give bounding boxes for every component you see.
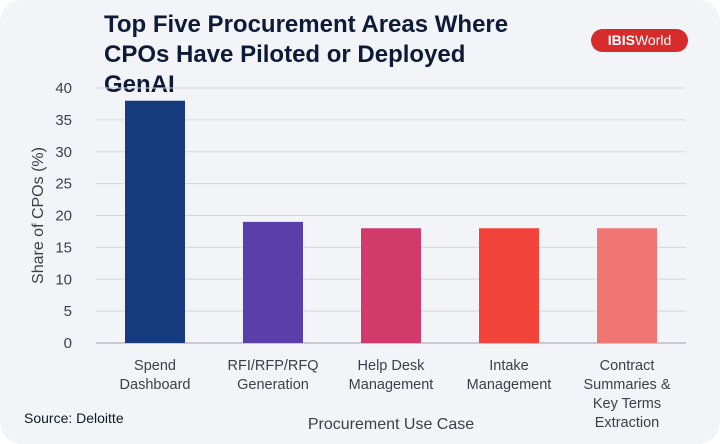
y-tick-label: 10 bbox=[55, 271, 72, 288]
x-tick-label-line: RFI/RFP/RFQ bbox=[227, 358, 318, 374]
x-tick-label-line: Key Terms bbox=[593, 396, 661, 412]
y-tick-label: 15 bbox=[55, 239, 72, 256]
x-axis-title: Procurement Use Case bbox=[308, 416, 474, 433]
y-tick-label: 20 bbox=[55, 208, 72, 225]
chart-title: Top Five Procurement Areas Where CPOs Ha… bbox=[104, 11, 509, 98]
bar bbox=[125, 100, 185, 343]
x-tick-label: RFI/RFP/RFQ Generation bbox=[227, 358, 318, 393]
ibisworld-logo: IBISWorld bbox=[591, 29, 688, 52]
y-tick-label: 25 bbox=[55, 176, 72, 193]
x-tick-label-line: Extraction bbox=[595, 415, 659, 431]
x-tick-label: Help Desk Management bbox=[349, 358, 434, 393]
bar bbox=[243, 221, 303, 343]
y-tick-label: 40 bbox=[55, 80, 72, 97]
x-tick-label-line: Management bbox=[349, 377, 434, 393]
y-tick-label: 0 bbox=[64, 335, 72, 352]
y-tick-label: 30 bbox=[55, 144, 72, 161]
x-tick-label-line: Dashboard bbox=[120, 377, 191, 393]
bar bbox=[361, 228, 421, 343]
x-tick-label: Spend Dashboard bbox=[120, 358, 191, 393]
bar bbox=[479, 228, 539, 343]
y-tick-label: 5 bbox=[64, 303, 72, 320]
x-tick-label-line: Help Desk bbox=[358, 358, 426, 374]
x-tick-label-line: Summaries & bbox=[583, 377, 670, 393]
y-tick-label: 35 bbox=[55, 112, 72, 129]
x-tick-label-line: Intake bbox=[489, 358, 529, 374]
x-tick-label: Intake Management bbox=[467, 358, 552, 393]
x-tick-label: Contract Summaries & Key Terms Extraction bbox=[583, 358, 670, 431]
logo-bold: IBIS bbox=[607, 32, 635, 48]
x-tick-label-line: Contract bbox=[600, 358, 655, 374]
x-tick-label-line: Spend bbox=[134, 358, 176, 374]
y-axis-title: Share of CPOs (%) bbox=[30, 147, 47, 284]
bar bbox=[597, 228, 657, 343]
source-note: Source: Deloitte bbox=[24, 410, 124, 426]
logo-rest: World bbox=[634, 32, 672, 48]
x-tick-label-line: Management bbox=[467, 377, 552, 393]
x-tick-label-line: Generation bbox=[237, 377, 309, 393]
